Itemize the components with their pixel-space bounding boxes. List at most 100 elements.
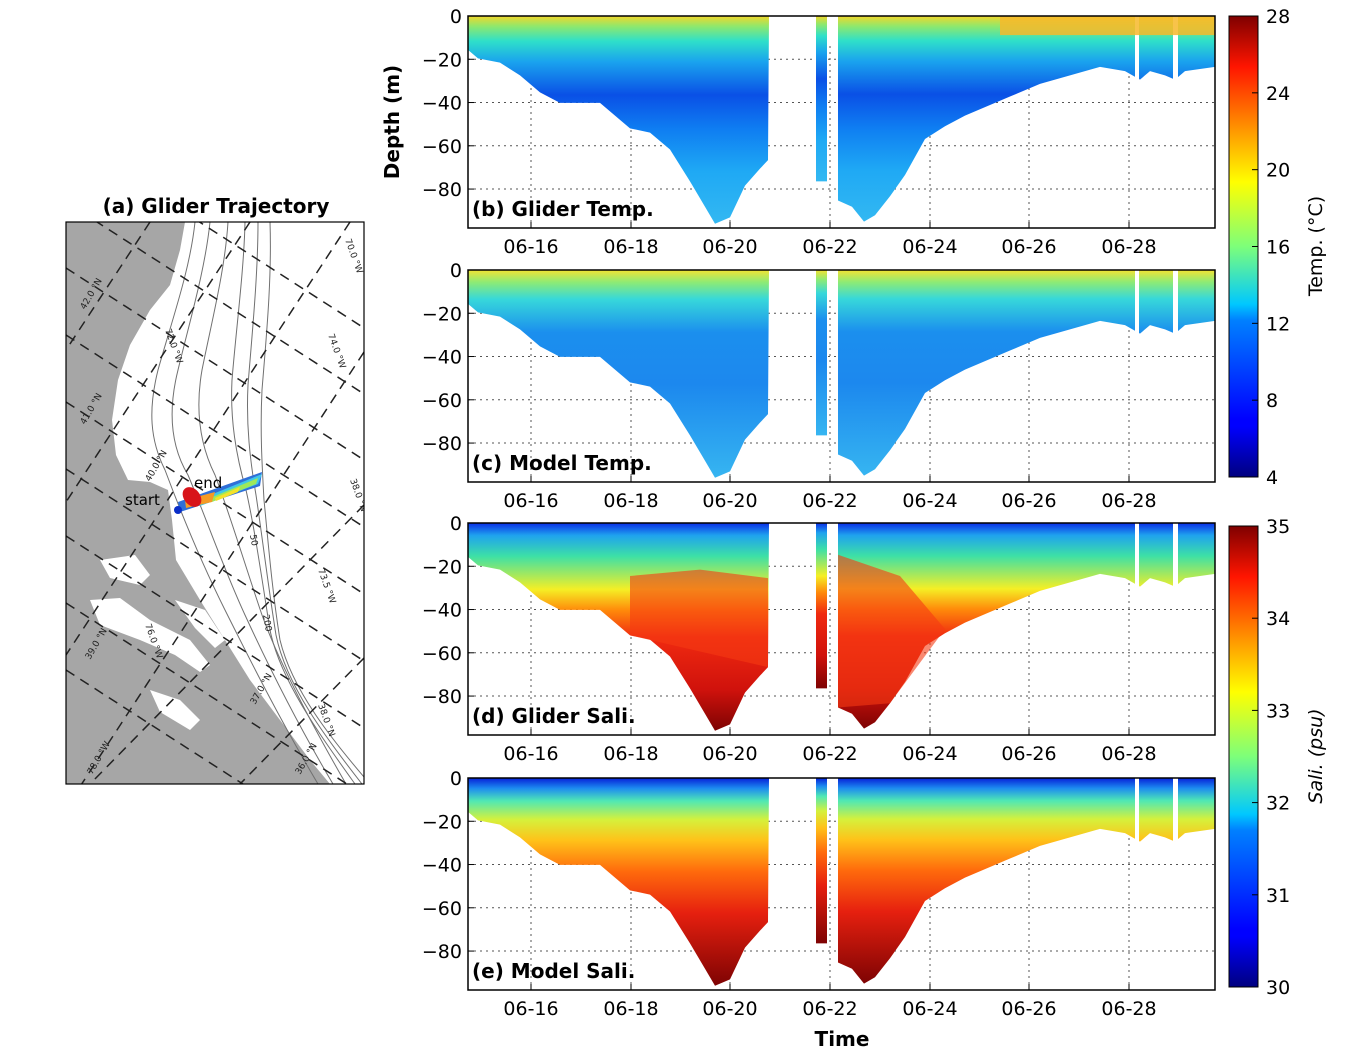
- x-tick-label: 06-18: [603, 998, 658, 1020]
- colorbar-tick-label: 28: [1266, 6, 1290, 28]
- panel-frame: [467, 777, 1216, 991]
- x-tick-label: 06-16: [503, 743, 558, 765]
- y-tick-label: 0: [450, 260, 462, 282]
- y-tick-label: 0: [450, 6, 462, 28]
- x-tick-label: 06-28: [1101, 998, 1156, 1020]
- data-gap: [1173, 523, 1178, 587]
- colorbar-tick-label: 32: [1266, 793, 1290, 815]
- data-gap: [1135, 270, 1139, 334]
- colorbar-tick-label: 34: [1266, 608, 1290, 630]
- colorbar-tick-label: 8: [1266, 390, 1278, 412]
- x-tick-label: 06-20: [702, 743, 757, 765]
- y-tick-label: −40: [422, 347, 462, 369]
- salinity-colorbar-gradient: [1228, 525, 1259, 988]
- data-gap: [1135, 778, 1139, 842]
- colorbar-tick-label: 4: [1266, 467, 1278, 489]
- x-tick-label: 06-28: [1101, 743, 1156, 765]
- map-frame: [65, 221, 365, 785]
- y-tick-label: −20: [422, 303, 462, 325]
- x-tick-label: 06-18: [603, 236, 658, 258]
- y-tick-label: −20: [422, 811, 462, 833]
- panel-b-plot: [468, 16, 1215, 228]
- data-gap: [1135, 16, 1139, 80]
- x-tick-label: 06-22: [802, 998, 857, 1020]
- data-gap: [1173, 270, 1178, 334]
- data-gap: [828, 270, 831, 300]
- x-tick-label: 06-16: [503, 236, 558, 258]
- colorbar-tick-label: 24: [1266, 83, 1290, 105]
- panel-d-plot: [468, 523, 1215, 735]
- panel-label: (d) Glider Sali.: [472, 704, 636, 728]
- colorbar-tick-label: 33: [1266, 700, 1290, 722]
- graticule: [66, 222, 364, 784]
- section-data-segment: [816, 523, 827, 689]
- panel-label: (b) Glider Temp.: [472, 197, 654, 221]
- section-data-segment: [838, 16, 1215, 222]
- section-data-segment: [816, 270, 827, 436]
- y-tick-label: −80: [422, 179, 462, 201]
- section-data-segment: [816, 16, 827, 182]
- y-tick-label: −20: [422, 556, 462, 578]
- data-gap: [1135, 523, 1139, 587]
- y-tick-label: −80: [422, 941, 462, 963]
- x-tick-label: 06-24: [902, 743, 957, 765]
- data-gap: [828, 523, 831, 553]
- section-panels: (b) Glider Temp. 0 −20 −40 −60 −80 06-16 06-18 0…: [422, 6, 1216, 1020]
- x-axis-label: Time: [815, 1027, 870, 1051]
- panel-e-plot: [468, 778, 1215, 990]
- colorbar-tick-label: 30: [1266, 977, 1290, 999]
- x-tick-label: 06-18: [603, 490, 658, 512]
- data-gap: [1173, 778, 1178, 842]
- data-gap: [828, 16, 831, 46]
- temperature-colorbar: 4 8 12 16 20 24 28 Temp. (°C): [1228, 6, 1327, 489]
- x-tick-label: 06-24: [902, 490, 957, 512]
- x-tick-label: 06-18: [603, 743, 658, 765]
- bathymetry-contours: [151, 222, 364, 784]
- x-tick-label: 06-28: [1101, 490, 1156, 512]
- x-tick-label: 06-20: [702, 490, 757, 512]
- section-data-segment: [838, 523, 1215, 729]
- colorbar-tick-label: 12: [1266, 313, 1290, 335]
- section-data-segment: [468, 778, 769, 986]
- temperature-colorbar-ticks: 4 8 12 16 20 24 28: [1252, 6, 1290, 489]
- section-data-segment: [838, 270, 1215, 476]
- x-tick-label: 06-24: [902, 998, 957, 1020]
- start-label: start: [125, 491, 160, 509]
- x-tick-label: 06-22: [802, 743, 857, 765]
- panel-a-map: (a) Glider Trajectory: [65, 194, 365, 785]
- land-mass: [66, 222, 330, 784]
- panel-frame: [467, 15, 1216, 229]
- map-title: (a) Glider Trajectory: [103, 194, 330, 218]
- x-tick-label: 06-26: [1001, 490, 1056, 512]
- y-tick-label: −60: [422, 643, 462, 665]
- y-tick-label: 0: [450, 768, 462, 790]
- section-data-segment: [838, 778, 1215, 984]
- temperature-colorbar-label: Temp. (°C): [1305, 196, 1327, 297]
- high-salinity-core: [630, 569, 768, 668]
- high-salinity-core: [838, 554, 945, 708]
- y-tick-label: −40: [422, 855, 462, 877]
- x-tick-label: 06-16: [503, 998, 558, 1020]
- colorbar-tick-label: 16: [1266, 237, 1290, 259]
- section-data-segment: [816, 778, 827, 944]
- y-tick-label: −40: [422, 600, 462, 622]
- x-tick-label: 06-16: [503, 490, 558, 512]
- x-tick-label: 06-26: [1001, 236, 1056, 258]
- y-tick-label: −40: [422, 93, 462, 115]
- y-tick-label: −20: [422, 49, 462, 71]
- y-tick-label: −80: [422, 686, 462, 708]
- x-tick-label: 06-22: [802, 490, 857, 512]
- panel-frame: [467, 269, 1216, 483]
- contour-label: 200: [260, 614, 273, 633]
- y-tick-label: −60: [422, 390, 462, 412]
- glider-trajectory: [174, 472, 262, 514]
- warm-surface-layer: [1000, 16, 1215, 36]
- bay-water: [90, 555, 225, 730]
- y-tick-label: 0: [450, 513, 462, 535]
- x-tick-label: 06-20: [702, 998, 757, 1020]
- x-tick-label: 06-24: [902, 236, 957, 258]
- y-axis-label: Depth (m): [380, 65, 404, 179]
- colorbar-tick-label: 31: [1266, 885, 1290, 907]
- panel-c-plot: [468, 270, 1215, 482]
- colorbar-tick-label: 20: [1266, 160, 1290, 182]
